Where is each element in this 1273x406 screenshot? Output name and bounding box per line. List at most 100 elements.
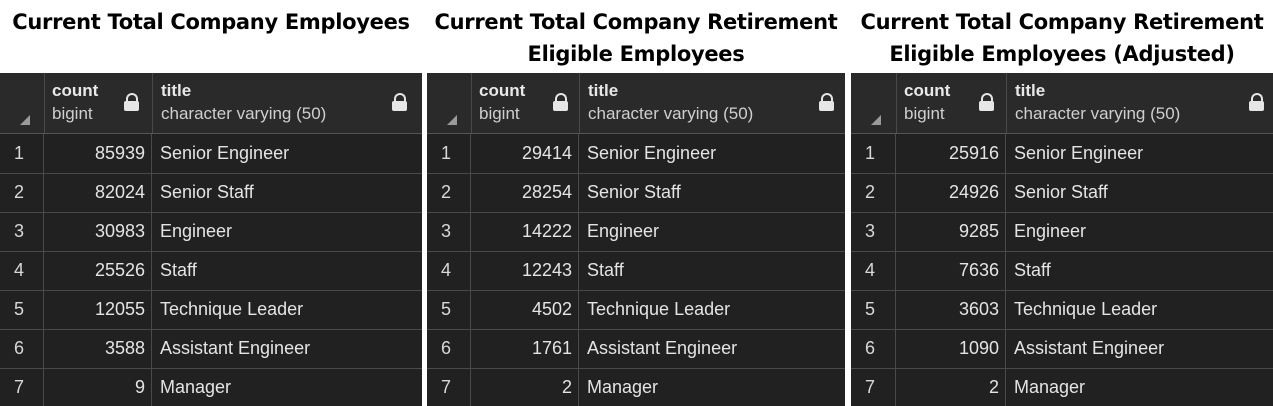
title-cell[interactable]: Assistant Engineer xyxy=(587,338,738,358)
count-cell[interactable]: 25916 xyxy=(896,134,1006,173)
count-cell[interactable]: 2 xyxy=(896,368,1006,406)
count-cell[interactable]: 12243 xyxy=(471,251,579,290)
grid-header: count bigint title character varying (50) xyxy=(0,73,422,134)
column-header-title[interactable]: title xyxy=(1015,81,1046,100)
table-row[interactable]: 4 7636 Staff xyxy=(851,251,1273,291)
table-row[interactable]: 1 25916 Senior Engineer xyxy=(851,134,1273,174)
count-cell[interactable]: 1761 xyxy=(471,329,579,368)
table-row[interactable]: 5 12055 Technique Leader xyxy=(0,290,422,330)
title-cell[interactable]: Engineer xyxy=(1014,221,1087,241)
table-row[interactable]: 2 82024 Senior Staff xyxy=(0,173,422,213)
panel-title: Current Total Company Employees xyxy=(12,10,410,34)
count-cell[interactable]: 3603 xyxy=(896,290,1006,329)
row-number: 2 xyxy=(427,173,471,212)
title-cell[interactable]: Staff xyxy=(587,260,624,280)
table-row[interactable]: 5 3603 Technique Leader xyxy=(851,290,1273,330)
title-cell[interactable]: Staff xyxy=(160,260,197,280)
column-header-count[interactable]: count xyxy=(904,81,951,100)
lock-icon xyxy=(1249,93,1264,111)
lock-icon xyxy=(553,93,568,111)
lock-icon xyxy=(124,93,139,111)
title-cell[interactable]: Senior Engineer xyxy=(1014,143,1144,163)
table-row[interactable]: 2 24926 Senior Staff xyxy=(851,173,1273,213)
table-row[interactable]: 6 1090 Assistant Engineer xyxy=(851,329,1273,369)
title-cell[interactable]: Manager xyxy=(1014,377,1086,397)
count-cell[interactable]: 1090 xyxy=(896,329,1006,368)
count-cell[interactable]: 7636 xyxy=(896,251,1006,290)
title-cell[interactable]: Manager xyxy=(587,377,659,397)
count-cell[interactable]: 14222 xyxy=(471,212,579,251)
select-all-corner-icon[interactable] xyxy=(447,115,457,125)
table-row[interactable]: 4 25526 Staff xyxy=(0,251,422,291)
row-number: 5 xyxy=(851,290,896,329)
row-number: 2 xyxy=(851,173,896,212)
row-number: 6 xyxy=(851,329,896,368)
title-cell[interactable]: Senior Staff xyxy=(1014,182,1108,202)
title-cell[interactable]: Senior Engineer xyxy=(587,143,717,163)
table-row[interactable]: 4 12243 Staff xyxy=(427,251,845,291)
row-number: 5 xyxy=(0,290,44,329)
result-panel-1: Current Total Company Employees count bigi… xyxy=(0,0,422,406)
table-row[interactable]: 3 30983 Engineer xyxy=(0,212,422,252)
count-cell[interactable]: 3588 xyxy=(44,329,152,368)
table-row[interactable]: 2 28254 Senior Staff xyxy=(427,173,845,213)
title-cell[interactable]: Senior Staff xyxy=(587,182,681,202)
lock-icon xyxy=(979,93,994,111)
table-row[interactable]: 7 2 Manager xyxy=(851,368,1273,406)
count-cell[interactable]: 9 xyxy=(44,368,152,406)
table-row[interactable]: 6 3588 Assistant Engineer xyxy=(0,329,422,369)
table-row[interactable]: 5 4502 Technique Leader xyxy=(427,290,845,330)
table-row[interactable]: 3 14222 Engineer xyxy=(427,212,845,252)
table-row[interactable]: 1 85939 Senior Engineer xyxy=(0,134,422,174)
title-cell[interactable]: Senior Staff xyxy=(160,182,254,202)
title-cell[interactable]: Engineer xyxy=(160,221,233,241)
select-all-corner-icon[interactable] xyxy=(20,115,30,125)
title-cell[interactable]: Technique Leader xyxy=(1014,299,1158,319)
row-number: 1 xyxy=(0,134,44,173)
column-type-title: character varying (50) xyxy=(161,104,327,123)
row-number: 4 xyxy=(0,251,44,290)
count-cell[interactable]: 29414 xyxy=(471,134,579,173)
count-cell[interactable]: 12055 xyxy=(44,290,152,329)
row-number: 4 xyxy=(427,251,471,290)
table-row[interactable]: 1 29414 Senior Engineer xyxy=(427,134,845,174)
table-row[interactable]: 7 2 Manager xyxy=(427,368,845,406)
row-number: 7 xyxy=(427,368,471,406)
title-cell[interactable]: Assistant Engineer xyxy=(1014,338,1165,358)
row-number: 5 xyxy=(427,290,471,329)
row-number: 3 xyxy=(0,212,44,251)
title-cell[interactable]: Engineer xyxy=(587,221,660,241)
table-row[interactable]: 7 9 Manager xyxy=(0,368,422,406)
column-header-count[interactable]: count xyxy=(479,81,526,100)
column-header-title[interactable]: title xyxy=(161,81,192,100)
column-header-title[interactable]: title xyxy=(588,81,619,100)
count-cell[interactable]: 85939 xyxy=(44,134,152,173)
column-type-count: bigint xyxy=(52,104,93,123)
panel-title: Current Total Company Retirement Eligibl… xyxy=(434,10,838,66)
table-row[interactable]: 3 9285 Engineer xyxy=(851,212,1273,252)
count-cell[interactable]: 2 xyxy=(471,368,579,406)
row-number: 3 xyxy=(427,212,471,251)
title-cell[interactable]: Staff xyxy=(1014,260,1051,280)
select-all-corner-icon[interactable] xyxy=(871,115,881,125)
panel-title: Current Total Company Retirement Eligibl… xyxy=(860,10,1264,66)
count-cell[interactable]: 4502 xyxy=(471,290,579,329)
count-cell[interactable]: 28254 xyxy=(471,173,579,212)
title-cell[interactable]: Senior Engineer xyxy=(160,143,290,163)
count-cell[interactable]: 30983 xyxy=(44,212,152,251)
count-cell[interactable]: 82024 xyxy=(44,173,152,212)
result-panel-2: Current Total Company Retirement Eligibl… xyxy=(427,0,845,406)
title-cell[interactable]: Technique Leader xyxy=(160,299,304,319)
count-cell[interactable]: 9285 xyxy=(896,212,1006,251)
count-cell[interactable]: 24926 xyxy=(896,173,1006,212)
column-header-count[interactable]: count xyxy=(52,81,99,100)
data-grid: count bigint title character varying (50) 1 2… xyxy=(427,73,845,406)
title-cell[interactable]: Assistant Engineer xyxy=(160,338,311,358)
lock-icon xyxy=(819,93,834,111)
title-cell[interactable]: Manager xyxy=(160,377,232,397)
table-row[interactable]: 6 1761 Assistant Engineer xyxy=(427,329,845,369)
data-grid: count bigint title character varying (50) 1 8… xyxy=(0,73,422,406)
row-number: 1 xyxy=(851,134,896,173)
title-cell[interactable]: Technique Leader xyxy=(587,299,731,319)
count-cell[interactable]: 25526 xyxy=(44,251,152,290)
